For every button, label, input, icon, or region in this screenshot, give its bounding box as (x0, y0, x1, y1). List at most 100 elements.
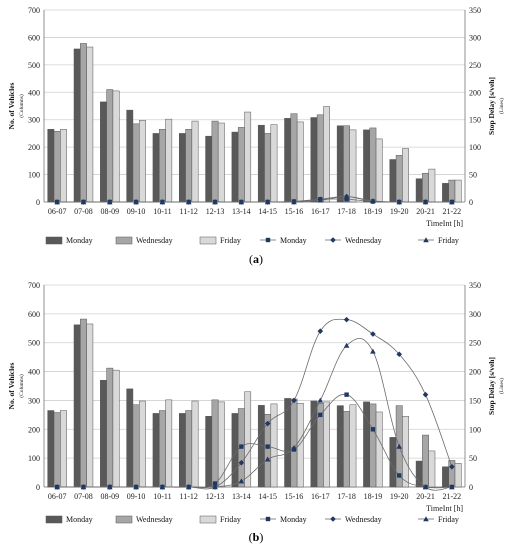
bar-friday (217, 401, 225, 488)
x-axis-title: TimeInt [h] (426, 504, 463, 513)
legend-marker-square-icon (265, 237, 271, 243)
point-wednesday-diamond (422, 391, 429, 398)
bar-friday (112, 369, 120, 488)
point-wednesday-diamond (238, 459, 245, 466)
line-friday-triangle (57, 337, 452, 491)
y-tick-label: 0 (36, 198, 40, 207)
x-tick-label: 12-13 (206, 492, 225, 501)
bar-friday (375, 138, 383, 203)
bar-wednesday (369, 403, 377, 488)
y2-axis-title: Stop Delay [s/veh] (487, 77, 496, 135)
point-friday-triangle (343, 193, 350, 199)
x-tick-label: 13-14 (232, 492, 251, 501)
x-tick-label: 19-20 (390, 207, 409, 216)
y-axis-title: No. of Vehicles (7, 362, 16, 409)
point-wednesday-diamond (396, 351, 403, 358)
point-friday-triangle (449, 199, 455, 205)
y-tick-label: 400 (28, 368, 40, 377)
y2-axis-title: Stop Delay [s/veh] (487, 357, 496, 415)
bar-wednesday (158, 129, 166, 203)
bar-friday (86, 46, 94, 203)
bar-friday (191, 120, 199, 203)
point-friday-triangle (54, 199, 60, 205)
bar-friday (60, 129, 67, 203)
y2-tick-label: 350 (469, 6, 481, 15)
x-tick-label: 17-18 (337, 492, 356, 501)
point-wednesday-diamond (449, 464, 455, 470)
y2-tick-label: 300 (469, 310, 481, 319)
x-tick-label: 16-17 (311, 207, 330, 216)
bar-monday (363, 129, 370, 203)
point-friday-triangle (317, 197, 324, 203)
point-friday-triangle (291, 199, 297, 205)
bar-wednesday (53, 412, 61, 488)
y-tick-label: 700 (28, 6, 40, 15)
legend-marker-triangle-icon (423, 237, 429, 243)
x-tick-label: 10-11 (153, 207, 171, 216)
x-tick-label: 07-08 (74, 207, 93, 216)
point-friday-triangle (264, 199, 271, 205)
point-monday-square (370, 427, 376, 432)
bar-friday (454, 179, 462, 203)
bar-friday (244, 111, 252, 203)
x-tick-label: 10-11 (153, 492, 171, 501)
y2-tick-label: 150 (469, 396, 481, 405)
y-tick-label: 500 (28, 61, 40, 70)
bar-monday (205, 416, 213, 488)
bar-monday (442, 466, 449, 488)
y-tick-label: 300 (28, 396, 40, 405)
bar-friday (296, 121, 304, 203)
bar-monday (205, 135, 213, 203)
legend-swatch-friday (199, 236, 217, 245)
y2-tick-label: 50 (469, 454, 477, 463)
bar-monday (415, 178, 423, 203)
panel-label: (b) (249, 530, 264, 544)
x-tick-label: 06-07 (48, 207, 67, 216)
bar-monday (257, 124, 265, 203)
legend-label-wednesday: Wednesday (136, 236, 173, 245)
legend: Monday Wednesday Friday Monday Wednesday Frid… (45, 236, 459, 245)
y-tick-label: 600 (28, 310, 40, 319)
bar-friday (165, 118, 173, 203)
bar-friday (112, 90, 120, 203)
y-tick-label: 300 (28, 116, 40, 125)
y2-tick-label: 200 (469, 88, 481, 97)
bar-friday (402, 148, 409, 203)
bar-wednesday (343, 411, 351, 488)
legend-label-friday-line: Friday (438, 236, 459, 245)
x-tick-label: 19-20 (390, 492, 409, 501)
point-friday-triangle (106, 199, 113, 205)
bar-friday (375, 411, 383, 488)
x-tick-label: 14-15 (258, 492, 277, 501)
bar-friday (323, 401, 331, 488)
legend-swatch-wednesday (115, 236, 133, 245)
bar-friday (349, 404, 357, 488)
bar-monday (284, 118, 292, 203)
bar-monday (100, 379, 107, 488)
bar-wednesday (211, 399, 219, 488)
bar-wednesday (185, 129, 193, 203)
y2-tick-label: 250 (469, 339, 481, 348)
legend-label-wednesday-line: Wednesday (345, 515, 382, 524)
x-tick-label: 18-19 (364, 492, 383, 501)
point-friday-triangle (449, 484, 455, 490)
x-tick-label: 21-22 (443, 492, 462, 501)
legend-label-friday-line: Friday (438, 515, 459, 524)
panel-label: (a) (249, 252, 263, 266)
point-friday-triangle (185, 199, 192, 205)
y2-axis-subtitle: (Lines) (498, 98, 505, 114)
point-monday-square (239, 444, 244, 449)
legend-swatch-monday (45, 236, 63, 245)
bar-friday (165, 399, 173, 488)
legend-label-friday: Friday (220, 236, 241, 245)
line-friday-triangle (57, 196, 452, 203)
bar-wednesday (106, 89, 114, 203)
point-friday-triangle (291, 444, 297, 450)
x-tick-label: 16-17 (311, 492, 330, 501)
x-tick-label: 11-12 (180, 492, 198, 501)
point-friday-triangle (133, 199, 139, 205)
bar-wednesday (264, 133, 272, 203)
bar-friday (454, 463, 462, 488)
